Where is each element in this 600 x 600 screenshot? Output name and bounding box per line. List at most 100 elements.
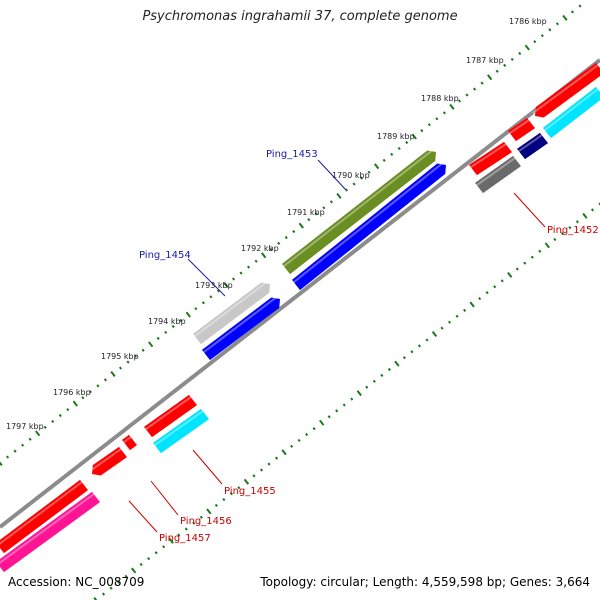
outer-tick	[397, 146, 401, 151]
gene-ping-1457[interactable]	[0, 491, 100, 573]
inner-tick	[252, 474, 256, 478]
gene-ping-1452[interactable]	[475, 155, 521, 194]
outer-tick	[0, 461, 3, 466]
outer-tick	[72, 400, 78, 407]
gene-red-4[interactable]	[122, 434, 137, 451]
gene-navy-1[interactable]	[517, 132, 548, 160]
gene-label-ping-1455[interactable]: Ping_1455	[224, 486, 276, 497]
outer-tick	[442, 111, 446, 115]
tick-label-1792: 1792 kbp	[241, 244, 279, 253]
inner-tick	[259, 468, 264, 472]
inner-tick	[168, 537, 174, 544]
inner-tick	[431, 331, 438, 338]
inner-tick	[93, 597, 98, 600]
gene-red-2[interactable]	[144, 394, 197, 438]
gene-label-ping-1452[interactable]: Ping_1452	[547, 225, 599, 236]
gene-red-long-1[interactable]	[535, 62, 600, 118]
gene-label-ping-1457[interactable]: Ping_1457	[159, 533, 211, 544]
inner-tick	[214, 503, 218, 508]
outer-tick	[465, 93, 469, 97]
gene-red-3-highlight	[89, 448, 122, 472]
inner-tick	[560, 231, 564, 236]
outer-tick	[524, 44, 530, 51]
inner-tick	[530, 255, 534, 259]
gene-cyan-1[interactable]	[543, 86, 600, 139]
inner-tick	[335, 409, 339, 413]
outer-tick	[5, 455, 10, 459]
inner-tick	[500, 279, 504, 283]
outer-tick	[216, 289, 220, 293]
outer-tick	[58, 413, 62, 418]
topology-text: Topology: circular; Length: 4,559,598 bp…	[260, 575, 590, 589]
outer-tick	[28, 437, 32, 441]
gene-ping-1454-highlight	[194, 280, 269, 337]
inner-tick	[177, 533, 181, 537]
outer-tick	[88, 390, 92, 394]
outer-tick	[405, 140, 409, 145]
gene-red-long-2-highlight	[0, 481, 83, 545]
gene-red-small-1[interactable]	[508, 117, 535, 142]
gene-ping-1452-upper[interactable]	[469, 141, 512, 176]
inner-tick	[206, 508, 212, 515]
outer-tick	[495, 69, 499, 73]
inner-tick	[290, 444, 294, 448]
inner-tick	[553, 237, 557, 242]
inner-tick	[305, 432, 309, 437]
label-leaders	[128, 159, 546, 533]
genome-title: Psychromonas ingrahamii 37, complete gen…	[142, 9, 458, 24]
outer-tick	[329, 200, 333, 204]
inner-tick	[237, 486, 241, 490]
inner-tick	[394, 360, 400, 367]
outer-tick	[435, 117, 439, 121]
outer-tick	[373, 163, 380, 170]
outer-tick	[35, 430, 41, 437]
leader-ping-1454	[187, 258, 226, 297]
genome-backbone	[0, 58, 600, 529]
inner-tick	[222, 497, 226, 502]
gene-red-2-highlight	[145, 396, 192, 430]
gene-red-3[interactable]	[92, 446, 127, 476]
inner-tick	[544, 242, 550, 249]
outer-tick	[96, 384, 100, 388]
gene-blue-1[interactable]	[292, 163, 446, 291]
gene-ping-1455[interactable]	[153, 408, 209, 454]
outer-tick	[540, 34, 544, 38]
gene-label-ping-1453[interactable]: Ping_1453	[266, 149, 318, 160]
outer-tick	[352, 182, 356, 186]
outer-tick	[390, 152, 394, 156]
inner-tick	[274, 456, 279, 460]
outer-tick	[231, 277, 236, 281]
inner-tick	[478, 296, 482, 301]
gene-label-ping-1456[interactable]: Ping_1456	[180, 516, 232, 527]
leader-ping-1453	[317, 159, 347, 191]
outer-tick	[336, 192, 342, 199]
inner-tick	[515, 267, 519, 271]
inner-tick	[372, 379, 376, 383]
outer-tick	[247, 265, 251, 269]
inner-tick	[192, 521, 196, 525]
inner-tick	[575, 220, 579, 224]
outer-tick	[171, 324, 175, 329]
gene-ping-1457-highlight	[0, 493, 95, 564]
outer-tick	[134, 354, 138, 358]
inner-tick	[101, 592, 106, 596]
inner-tick	[469, 301, 475, 308]
inner-tick	[199, 515, 203, 519]
inner-tick	[463, 308, 467, 312]
gene-ping-1454[interactable]	[193, 282, 270, 345]
gene-label-ping-1454[interactable]: Ping_1454	[139, 250, 191, 261]
gene-red-small-1-highlight	[509, 119, 530, 135]
outer-tick	[555, 22, 559, 26]
gene-red-long-2[interactable]	[0, 479, 88, 554]
outer-tick	[457, 99, 462, 103]
outer-tick	[382, 158, 386, 162]
inner-tick	[109, 586, 113, 590]
gene-ping-1453[interactable]	[282, 150, 436, 275]
outer-tick	[486, 74, 493, 81]
outer-tick	[185, 311, 191, 318]
inner-tick	[387, 367, 391, 372]
outer-tick	[201, 301, 205, 305]
outer-tick	[156, 336, 160, 340]
gene-blue-2[interactable]	[202, 297, 280, 361]
outer-tick	[360, 176, 364, 180]
